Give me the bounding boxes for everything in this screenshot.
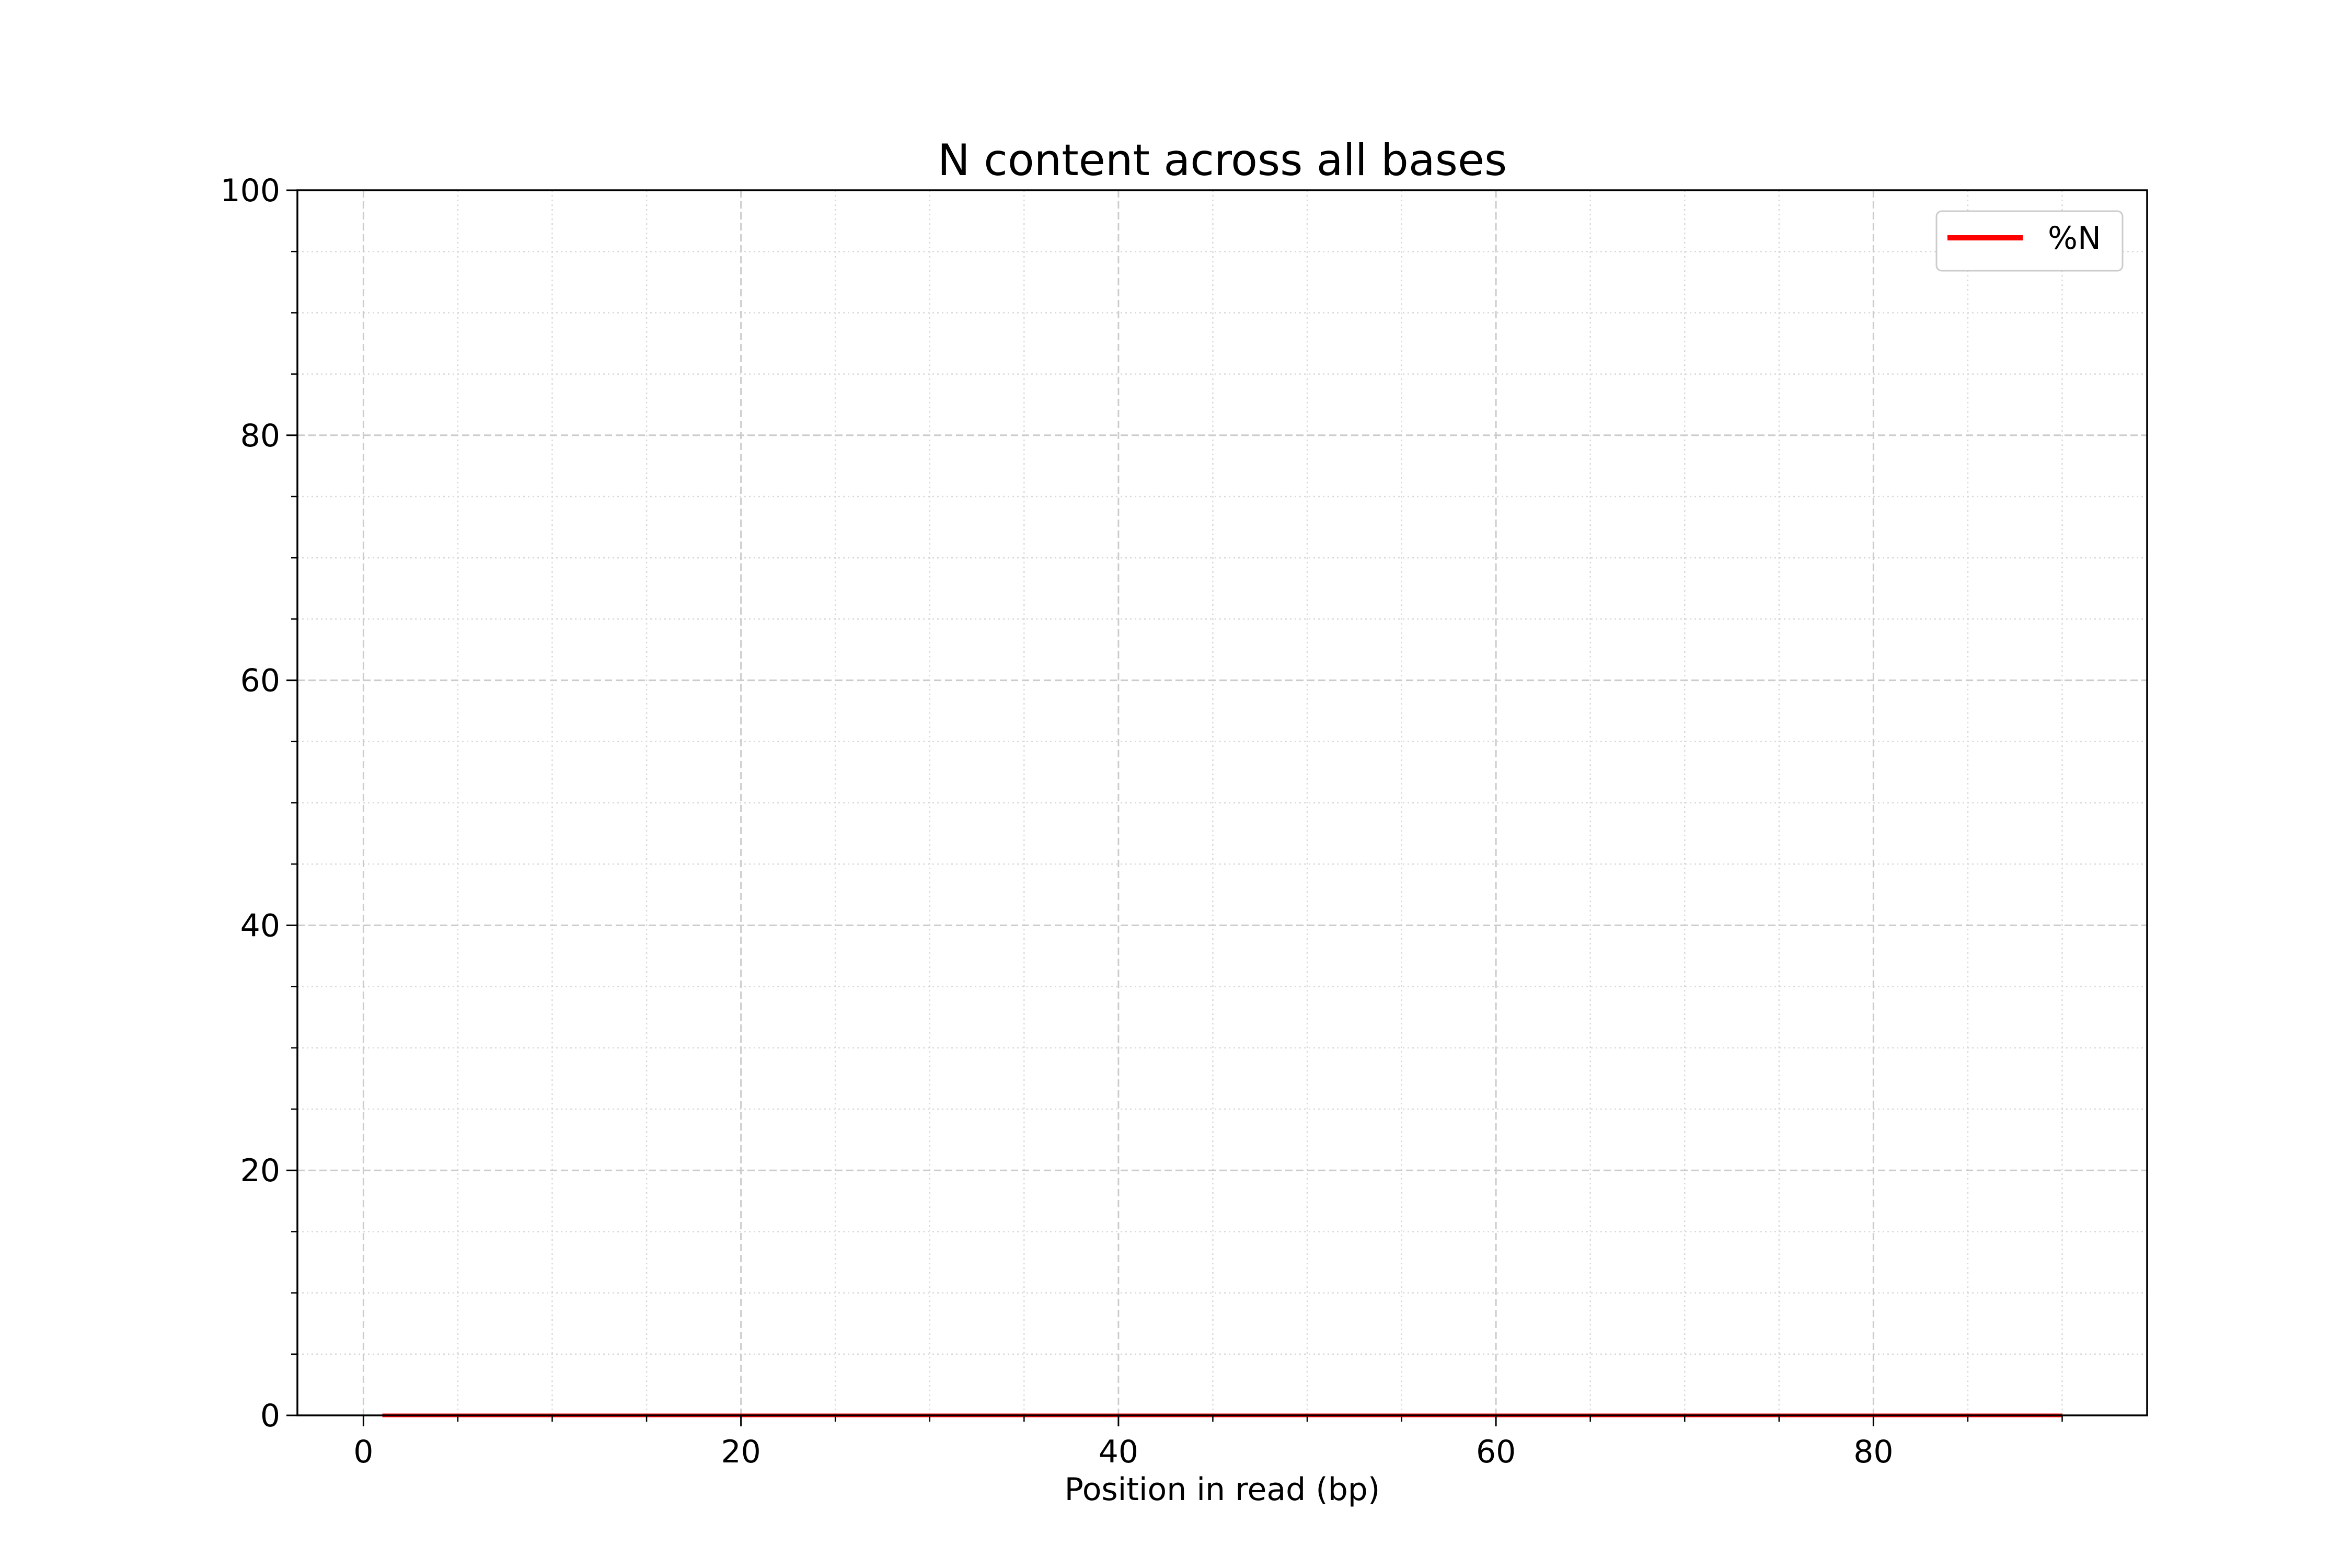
y-tick-label: 100 (220, 172, 280, 209)
x-axis-label: Position in read (bp) (1065, 1471, 1380, 1508)
x-tick-label: 80 (1853, 1434, 1893, 1470)
x-tick-label: 40 (1099, 1434, 1138, 1470)
grid (297, 190, 2147, 1415)
legend: %N (1935, 210, 2124, 272)
x-tick-label: 0 (353, 1434, 373, 1470)
legend-label: %N (2048, 220, 2101, 257)
y-tick-label: 40 (240, 907, 280, 944)
legend-box (1935, 210, 2124, 272)
chart-title: N content across all bases (938, 135, 1507, 186)
y-tick-label: 20 (240, 1152, 280, 1189)
ticks: 0 20 40 60 80 0 20 40 60 80 100 (220, 172, 2063, 1470)
y-tick-label: 80 (240, 418, 280, 454)
y-tick-label: 60 (240, 663, 280, 699)
x-tick-label: 60 (1476, 1434, 1516, 1470)
y-tick-label: 0 (260, 1398, 280, 1434)
x-tick-label: 20 (721, 1434, 760, 1470)
